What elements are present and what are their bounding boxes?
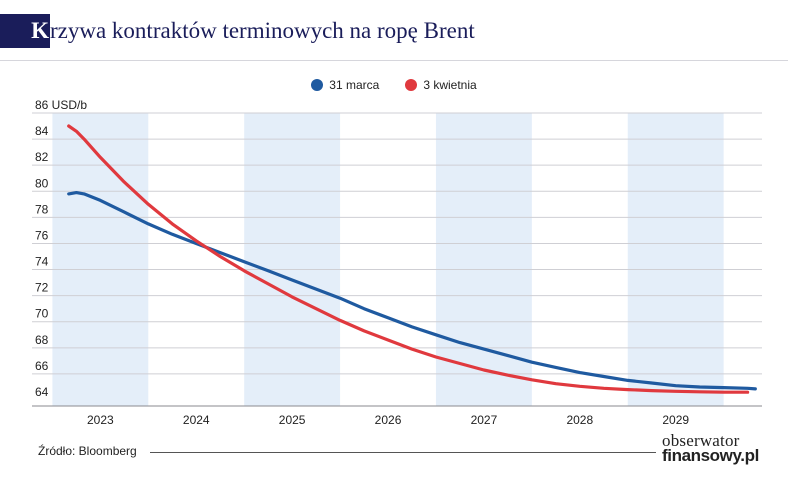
legend-item-3-kwietnia: 3 kwietnia — [405, 78, 477, 92]
y-tick-label-72: 72 — [35, 281, 49, 295]
x-tick-label-2029: 2029 — [662, 413, 689, 427]
title-divider — [0, 60, 788, 61]
brand-line2: finansowy.pl — [662, 446, 759, 465]
source-divider — [150, 452, 656, 453]
year-band-2025 — [244, 113, 341, 406]
y-tick-label-80: 80 — [35, 176, 49, 190]
legend: 31 marca 3 kwietnia — [0, 78, 788, 92]
title-initial-block: K — [0, 14, 50, 48]
series-line-31-marca — [67, 191, 757, 391]
y-tick-label-66: 66 — [35, 359, 49, 373]
x-tick-label-2027: 2027 — [471, 413, 498, 427]
brand-logo: obserwator finansowy.pl — [662, 431, 759, 465]
year-band-2029 — [627, 113, 724, 406]
x-tick-label-2025: 2025 — [279, 413, 306, 427]
legend-item-31-marca: 31 marca — [311, 78, 379, 92]
y-tick-label-84: 84 — [35, 124, 49, 138]
y-tick-label-70: 70 — [35, 307, 49, 321]
year-band-2023 — [52, 113, 149, 406]
legend-dot-3-kwietnia — [405, 79, 418, 91]
legend-label-3-kwietnia: 3 kwietnia — [423, 78, 477, 92]
title-initial: K — [31, 18, 49, 43]
y-tick-label-82: 82 — [35, 150, 49, 164]
y-tick-label-74: 74 — [35, 255, 49, 269]
y-tick-label-68: 68 — [35, 333, 49, 347]
x-tick-label-2024: 2024 — [183, 413, 210, 427]
chart-title: K rzywa kontraktów terminowych na ropę B… — [0, 14, 475, 48]
x-tick-label-2026: 2026 — [375, 413, 402, 427]
x-tick-label-2028: 2028 — [566, 413, 593, 427]
y-tick-label-64: 64 — [35, 385, 49, 399]
y-tick-label-86: 86 USD/b — [35, 98, 87, 112]
title-text: rzywa kontraktów terminowych na ropę Bre… — [50, 18, 475, 43]
series-line-3-kwietnia — [67, 124, 750, 394]
y-tick-label-78: 78 — [35, 202, 49, 216]
legend-label-31-marca: 31 marca — [329, 78, 380, 92]
x-tick-label-2023: 2023 — [87, 413, 114, 427]
source-label: Źródło: Bloomberg — [38, 444, 137, 458]
y-tick-label-76: 76 — [35, 228, 49, 242]
legend-dot-31-marca — [311, 79, 324, 91]
brand-line1: obserwator — [662, 431, 740, 450]
